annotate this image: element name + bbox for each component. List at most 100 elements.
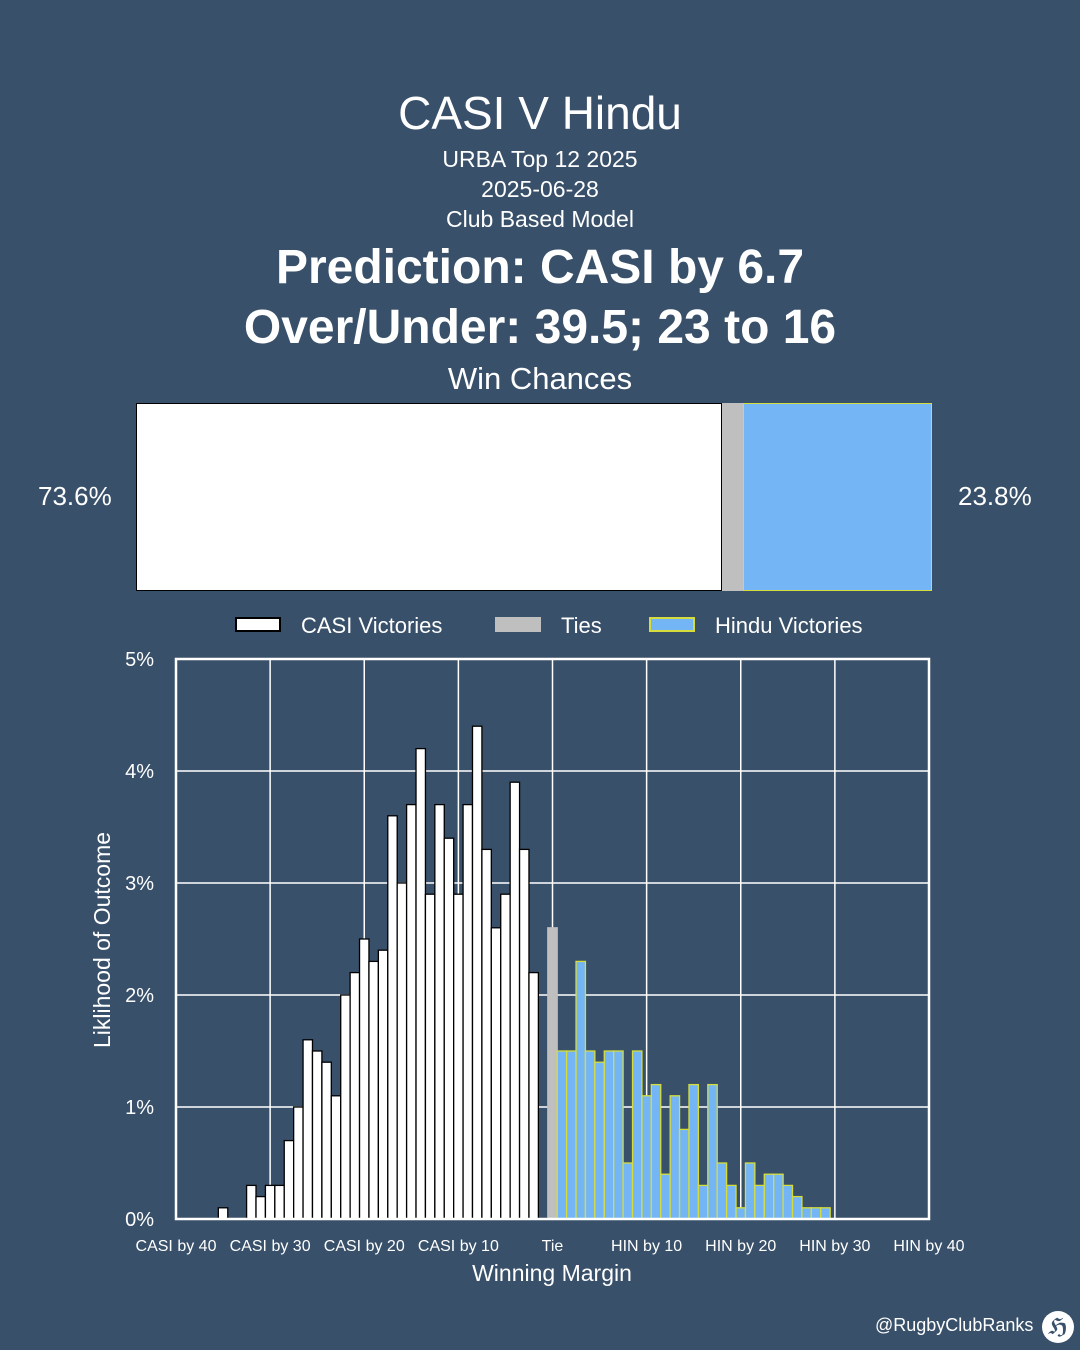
hindu-bar [613, 1050, 624, 1220]
x-tick-label: Tie [542, 1238, 564, 1255]
hindu-bar [575, 960, 587, 1220]
prediction-text: Prediction: CASI by 6.7 [275, 241, 805, 294]
hindu-bar [791, 1195, 803, 1220]
casi-bar [274, 1184, 285, 1220]
casi-bar [358, 938, 370, 1220]
casi-bar [283, 1139, 295, 1220]
hindu-bar [594, 1061, 605, 1220]
hindu-bar [782, 1184, 794, 1220]
x-tick-label: HIN by 20 [705, 1238, 776, 1255]
x-tick-labels: CASI by 40 CASI by 30 CASI by 20 CASI by 10… [136, 1238, 965, 1255]
tie-bar [547, 927, 558, 1220]
casi-bar [302, 1039, 314, 1220]
casi-bar [368, 960, 380, 1220]
over-under-text: Over/Under: 39.5; 23 to 16 [243, 301, 837, 354]
page-title: CASI V Hindu [398, 87, 682, 139]
casi-bar [424, 893, 436, 1220]
hindu-bar [707, 1083, 718, 1220]
hindu-bar [641, 1095, 652, 1220]
casi-bar [387, 815, 398, 1220]
y-tick-label: 5% [125, 649, 154, 671]
casi-bar [264, 1184, 276, 1220]
casi-bar [217, 1207, 229, 1220]
hindu-bar [631, 1050, 643, 1220]
hindu-bar [820, 1207, 831, 1220]
casi-bar [330, 1095, 342, 1220]
y-tick-label: 1% [125, 1097, 154, 1119]
casi-bar [509, 781, 521, 1220]
y-tick-label: 2% [125, 985, 154, 1007]
casi-bar [453, 893, 464, 1220]
competition-label: URBA Top 12 2025 [442, 146, 638, 172]
x-tick-label: CASI by 40 [136, 1238, 217, 1255]
casi-bar [415, 747, 427, 1220]
casi-bar [245, 1184, 257, 1220]
casi-win-percent: 73.6% [38, 481, 112, 511]
hindu-bar [556, 1050, 568, 1220]
casi-bar [293, 1106, 304, 1220]
hindu-bar [603, 1050, 615, 1220]
legend-label-casi: CASI Victories [301, 613, 443, 638]
y-tick-labels: 0% 1% 2% 3% 4% 5% [125, 649, 154, 1231]
casi-bar [443, 837, 455, 1220]
casi-bar [528, 971, 540, 1220]
casi-win-segment [136, 403, 722, 591]
hindu-bar [650, 1083, 662, 1220]
casi-bar [311, 1050, 323, 1220]
legend-swatch-ties [495, 617, 541, 632]
hindu-bar [725, 1184, 737, 1220]
casi-bar [518, 848, 530, 1220]
chart-bars [217, 725, 831, 1220]
hindu-bar [688, 1083, 700, 1220]
hindu-bar [565, 1050, 577, 1220]
casi-bar [490, 927, 502, 1220]
plot-frame [174, 657, 931, 1221]
hindu-bar [678, 1128, 690, 1220]
hindu-bar [773, 1173, 784, 1220]
casi-bar [396, 882, 408, 1220]
hindu-bar [622, 1162, 634, 1220]
model-label: Club Based Model [446, 206, 634, 232]
x-tick-label: CASI by 10 [418, 1238, 499, 1255]
hindu-bar [697, 1184, 709, 1220]
casi-bar [500, 893, 511, 1220]
casi-bar [405, 803, 417, 1220]
hindu-bar [744, 1162, 756, 1220]
casi-bar [377, 949, 389, 1220]
match-date: 2025-06-28 [481, 176, 599, 202]
casi-bar [255, 1195, 267, 1220]
hindu-bar [669, 1095, 681, 1220]
casi-bar [340, 994, 351, 1220]
y-tick-label: 0% [125, 1209, 154, 1231]
hindu-bar [584, 1050, 596, 1220]
casi-bar [349, 971, 361, 1220]
goalposts-logo-icon: ℌ [1042, 1311, 1074, 1343]
twitter-handle: @RugbyClubRanks [875, 1315, 1034, 1335]
x-tick-label: CASI by 20 [324, 1238, 405, 1255]
legend-label-hindu: Hindu Victories [715, 613, 863, 638]
casi-bar [462, 803, 474, 1220]
legend-label-ties: Ties [561, 613, 602, 638]
hindu-bar [660, 1173, 671, 1220]
hindu-bar [763, 1173, 775, 1220]
y-axis-label: Liklihood of Outcome [89, 832, 115, 1048]
legend-swatch-casi [235, 617, 281, 632]
x-tick-label: HIN by 40 [893, 1238, 964, 1255]
x-axis-label: Winning Margin [472, 1260, 632, 1286]
casi-bar [434, 803, 445, 1220]
y-tick-label: 3% [125, 873, 154, 895]
hindu-bar [801, 1207, 812, 1220]
legend-swatch-hindu [649, 617, 695, 632]
x-tick-label: HIN by 10 [611, 1238, 682, 1255]
tie-segment [721, 403, 743, 591]
x-tick-label: HIN by 30 [799, 1238, 870, 1255]
casi-bar [471, 725, 483, 1220]
win-chances-title: Win Chances [447, 361, 633, 396]
hindu-bar [735, 1207, 747, 1220]
hindu-win-percent: 23.8% [958, 481, 1032, 511]
casi-bar [321, 1061, 332, 1220]
x-tick-label: CASI by 30 [230, 1238, 311, 1255]
hindu-bar [754, 1184, 765, 1220]
y-tick-label: 4% [125, 761, 154, 783]
